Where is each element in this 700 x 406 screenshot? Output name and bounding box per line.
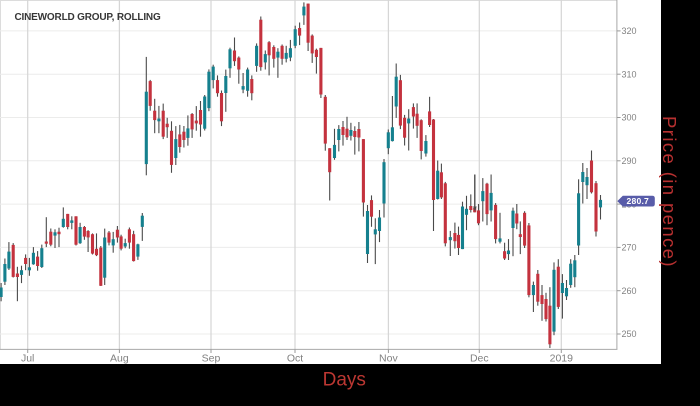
svg-text:Oct: Oct xyxy=(287,353,303,365)
svg-text:Price (in pence): Price (in pence) xyxy=(659,116,680,268)
svg-text:Dec: Dec xyxy=(470,353,489,365)
svg-text:260: 260 xyxy=(622,286,637,296)
svg-text:Sep: Sep xyxy=(202,353,221,365)
svg-text:310: 310 xyxy=(622,69,637,79)
svg-text:Jul: Jul xyxy=(21,353,34,365)
svg-text:Nov: Nov xyxy=(379,353,398,365)
svg-text:280.7: 280.7 xyxy=(627,196,650,206)
svg-text:250: 250 xyxy=(622,329,637,339)
svg-text:CINEWORLD GROUP, ROLLING: CINEWORLD GROUP, ROLLING xyxy=(15,12,161,23)
svg-text:Days: Days xyxy=(323,370,366,391)
svg-text:290: 290 xyxy=(622,156,637,166)
svg-text:Aug: Aug xyxy=(110,353,129,365)
svg-text:320: 320 xyxy=(622,26,637,36)
svg-text:2019: 2019 xyxy=(550,353,574,365)
svg-text:300: 300 xyxy=(622,113,637,123)
svg-text:270: 270 xyxy=(622,243,637,253)
